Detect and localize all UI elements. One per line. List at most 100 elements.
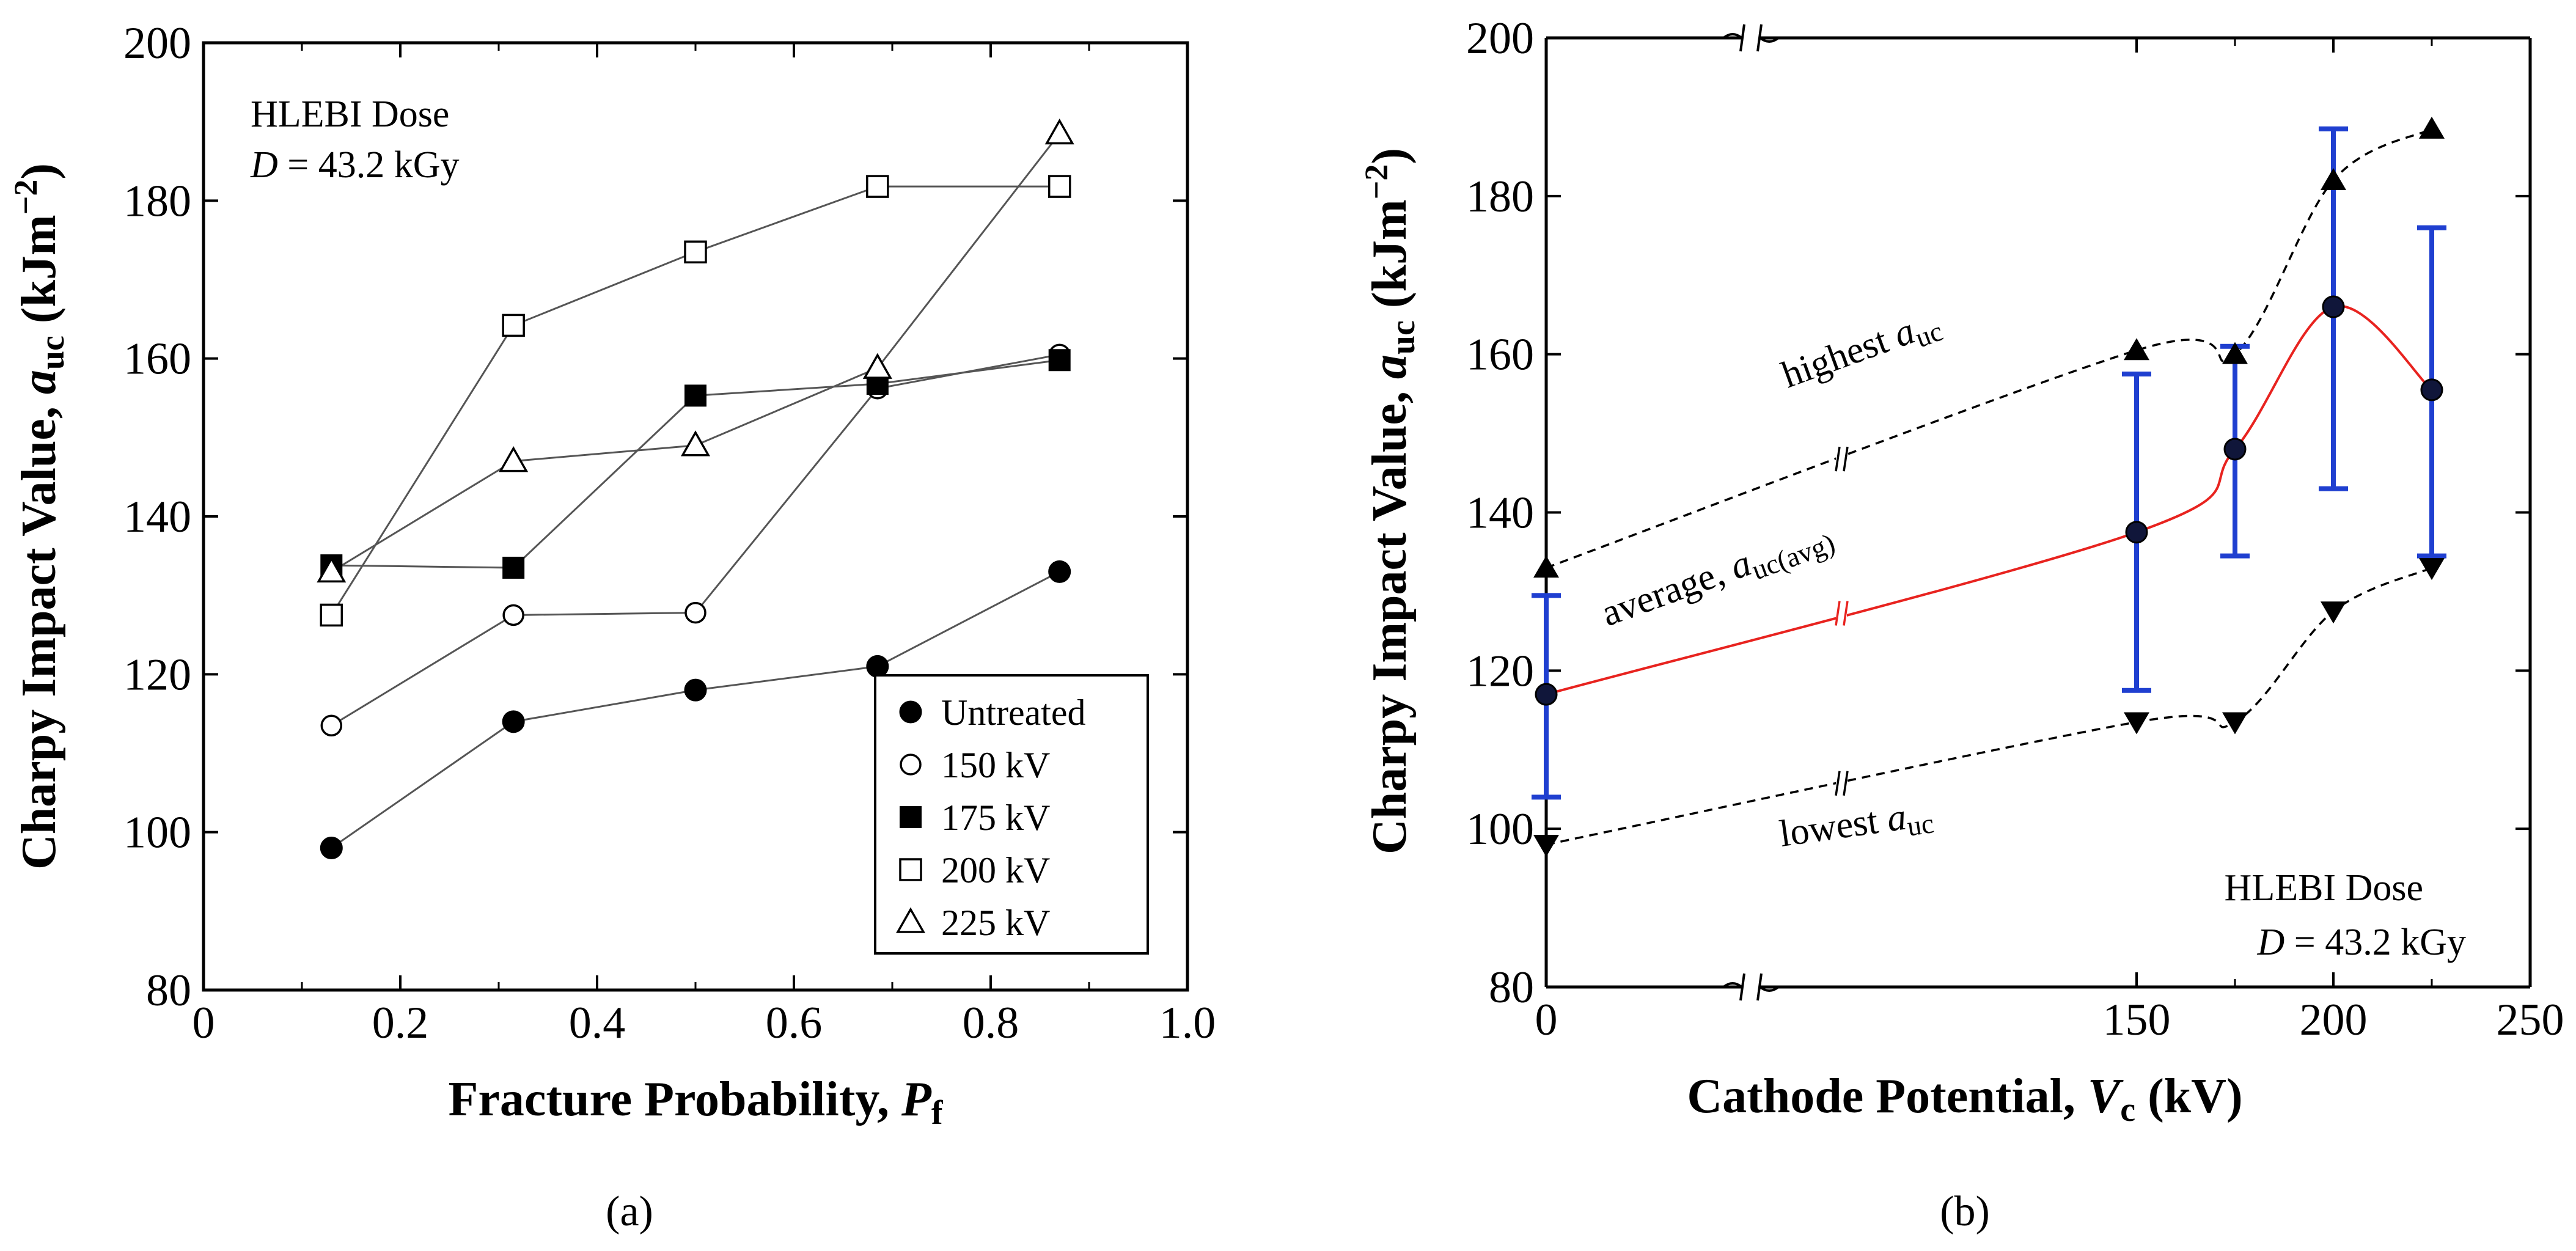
data-point-175-kv	[1048, 349, 1071, 372]
data-point-untreated	[866, 655, 889, 678]
tick-labels-a: 0 0.2 0.4 0.6 0.8 1.0 80 100 120 140 160 180 200	[123, 18, 1216, 1048]
data-point-untreated	[1048, 560, 1071, 583]
data-point-average	[2223, 438, 2247, 461]
tick-labels-b: 0 150 200 250 80 100 120 140 160 180 200	[1466, 13, 2564, 1045]
axis-break-mark-b	[1756, 973, 1763, 1001]
data-point-average	[2420, 378, 2443, 402]
tick-marks-a	[202, 42, 1189, 991]
series-label-lowest: lowest auc	[1777, 792, 1936, 859]
series-line-150-kv	[331, 353, 1060, 727]
series-line-average	[1546, 304, 2433, 696]
legend-marker-175-kv	[900, 806, 922, 828]
legend-marker-200-kv	[899, 858, 922, 881]
x-tick-label-a: 0	[193, 998, 215, 1048]
data-point-average	[2125, 521, 2148, 544]
legend-label-200-kv: 200 kV	[941, 850, 1050, 890]
series-markers-b	[1533, 116, 2445, 857]
y-axis-label-a: Charpy Impact Value, auc (kJm−2)	[7, 163, 72, 870]
data-point-200-kv	[684, 240, 707, 264]
data-point-175-kv	[684, 384, 706, 407]
caption-a: (a)	[606, 1188, 653, 1235]
data-point-150-kv	[502, 604, 524, 626]
series-break-mark-average	[1843, 601, 1849, 626]
data-point-225-kv	[317, 556, 347, 583]
legend-marker-225-kv	[895, 907, 926, 933]
x-tick-label-b: 150	[2103, 995, 2171, 1045]
data-point-150-kv	[684, 601, 706, 624]
legend-label-150-kv: 150 kV	[941, 745, 1050, 785]
data-point-200-kv	[320, 603, 343, 627]
legend-label-175-kv: 175 kV	[941, 798, 1050, 838]
data-point-175-kv	[502, 556, 525, 579]
y-axis-label-b: Charpy Impact Value, auc (kJm−2)	[1358, 148, 1422, 854]
annotation-dose-a: HLEBI Dose	[251, 94, 449, 135]
axis-break-mark-b	[1739, 24, 1745, 52]
legend-label-untreated: Untreated	[941, 692, 1086, 733]
legend-a: Untreated 150 kV 175 kV 200 kV 225 kV	[874, 674, 1149, 955]
data-point-200-kv	[502, 314, 525, 337]
series-line-225-kv	[331, 133, 1060, 573]
y-tick-label-b: 200	[1466, 13, 1534, 64]
data-point-225-kv	[862, 353, 892, 379]
data-point-highest	[1533, 556, 1559, 578]
data-point-225-kv	[499, 446, 529, 472]
y-tick-label-a: 100	[123, 808, 191, 858]
data-point-lowest	[2321, 601, 2346, 624]
chart-panel-a: 0 0.2 0.4 0.6 0.8 1.0 80 100 120 140 160 180 200 HLE…	[7, 18, 1216, 1235]
x-axis-label-a: Fracture Probability, Pf	[449, 1073, 944, 1132]
series-lines-b	[1546, 128, 2433, 846]
annotation-dose-value-a: D = 43.2 kGy	[250, 144, 460, 186]
x-tick-label-a: 0.6	[766, 998, 823, 1048]
x-tick-label-a: 0.4	[569, 998, 626, 1048]
data-point-untreated	[684, 678, 707, 702]
axis-break-wave-b	[1722, 33, 1780, 43]
data-point-untreated	[320, 837, 343, 859]
legend-marker-untreated	[899, 700, 922, 724]
data-point-lowest	[2419, 558, 2445, 581]
y-tick-label-b: 120	[1466, 646, 1534, 696]
legend-label-225-kv: 225 kV	[941, 903, 1050, 943]
data-point-highest	[2124, 338, 2149, 361]
data-point-untreated	[502, 710, 525, 733]
data-point-lowest	[2124, 712, 2149, 735]
series-label-average: average, auc(avg)	[1596, 513, 1839, 639]
chart-panel-b: 0 150 200 250 80 100 120 140 160 180 200 highest a…	[1358, 13, 2564, 1235]
tick-marks-b	[1546, 37, 2530, 988]
y-tick-label-a: 180	[123, 176, 191, 226]
x-tick-label-a: 1.0	[1159, 998, 1216, 1048]
x-tick-label-a: 0.8	[963, 998, 1019, 1048]
data-point-200-kv	[866, 175, 889, 198]
series-break-mark-lowest	[1843, 771, 1849, 796]
y-tick-label-b: 100	[1466, 804, 1534, 854]
axis-break-mark-b	[1739, 973, 1745, 1001]
data-point-lowest	[2222, 712, 2248, 735]
data-point-highest	[2419, 116, 2445, 139]
x-tick-label-b: 0	[1535, 995, 1558, 1045]
series-markers-a	[317, 118, 1074, 859]
data-point-150-kv	[320, 714, 343, 737]
error-bars-b	[1532, 126, 2446, 800]
data-point-average	[1535, 683, 1558, 706]
series-label-highest: highest auc	[1777, 301, 1947, 400]
y-tick-label-b: 140	[1466, 488, 1534, 538]
x-axis-label-b: Cathode Potential, Vc (kV)	[1687, 1069, 2242, 1129]
data-point-225-kv	[680, 430, 711, 457]
series-break-mark-lowest	[1835, 771, 1841, 796]
axis-break-wave-b	[1722, 982, 1780, 992]
y-tick-label-a: 140	[123, 492, 191, 542]
y-tick-label-b: 80	[1489, 963, 1534, 1013]
data-point-average	[2322, 295, 2345, 318]
y-tick-label-a: 160	[123, 334, 191, 384]
data-point-200-kv	[1048, 175, 1071, 198]
caption-b: (b)	[1940, 1188, 1990, 1235]
data-point-highest	[2321, 167, 2346, 190]
y-tick-label-a: 200	[123, 18, 191, 68]
x-tick-label-b: 250	[2497, 995, 2564, 1045]
y-tick-label-b: 160	[1466, 330, 1534, 380]
legend-marker-150-kv	[900, 754, 922, 776]
y-tick-label-a: 80	[146, 966, 191, 1016]
y-tick-label-a: 120	[123, 650, 191, 700]
x-tick-label-b: 200	[2300, 995, 2368, 1045]
series-line-highest	[1546, 128, 2432, 569]
